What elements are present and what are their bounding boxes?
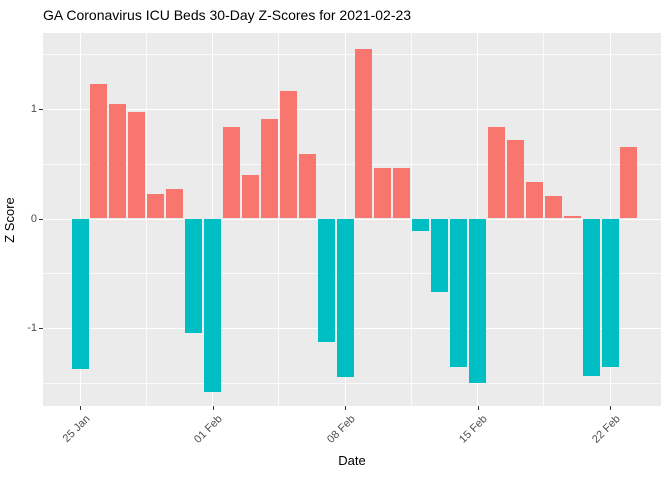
bar <box>431 218 449 292</box>
y-tick-label: 0 <box>30 212 37 225</box>
chart-title: GA Coronavirus ICU Beds 30-Day Z-Scores … <box>43 7 412 23</box>
bar <box>222 126 240 219</box>
bar <box>469 218 487 383</box>
bar <box>298 153 316 219</box>
bar <box>185 218 203 334</box>
minor-gridline-vertical <box>543 33 545 406</box>
x-axis-title: Date <box>338 453 366 468</box>
minor-gridline-horizontal <box>43 54 661 56</box>
bar <box>260 118 278 219</box>
x-tick-label: 01 Feb <box>192 413 226 446</box>
bar <box>620 147 638 219</box>
bar <box>279 91 297 219</box>
bar <box>147 194 165 219</box>
bar <box>487 126 505 219</box>
minor-gridline-vertical <box>410 33 412 406</box>
y-axis-tick <box>39 109 43 110</box>
x-axis-tick <box>80 406 81 410</box>
y-axis-tick <box>39 218 43 220</box>
bar <box>412 218 430 231</box>
bar <box>336 218 354 378</box>
x-tick-label: 22 Feb <box>589 413 623 446</box>
bar <box>71 218 89 369</box>
x-tick-label: 15 Feb <box>457 413 491 446</box>
bar <box>393 168 411 219</box>
bar <box>544 195 562 219</box>
bar <box>109 103 127 219</box>
bar <box>582 218 600 377</box>
bar <box>525 182 543 219</box>
minor-gridline-horizontal <box>43 382 661 384</box>
x-tick-label: 25 Jan <box>60 413 93 445</box>
bar <box>374 168 392 219</box>
x-tick-label: 08 Feb <box>324 413 358 446</box>
x-axis-tick <box>212 406 214 410</box>
bar <box>563 216 581 219</box>
bar <box>90 83 108 219</box>
bar <box>506 139 524 219</box>
y-axis-tick <box>39 328 43 329</box>
minor-gridline-vertical <box>145 33 147 406</box>
bar <box>317 218 335 343</box>
bar <box>450 218 468 368</box>
minor-gridline-horizontal <box>43 163 661 165</box>
y-tick-label: -1 <box>27 322 37 334</box>
y-tick-label: 1 <box>30 103 37 115</box>
x-axis-tick <box>610 406 612 410</box>
minor-gridline-vertical <box>278 33 280 406</box>
bar <box>128 112 146 219</box>
bar <box>355 48 373 219</box>
x-axis-tick <box>345 406 347 410</box>
x-axis-tick <box>477 406 479 410</box>
major-gridline-horizontal <box>43 109 661 110</box>
bar <box>601 218 619 368</box>
y-axis-title: Z Score <box>2 197 17 243</box>
plot-panel <box>43 33 661 406</box>
bar <box>204 218 221 392</box>
bar <box>166 188 184 219</box>
bar <box>241 174 259 219</box>
